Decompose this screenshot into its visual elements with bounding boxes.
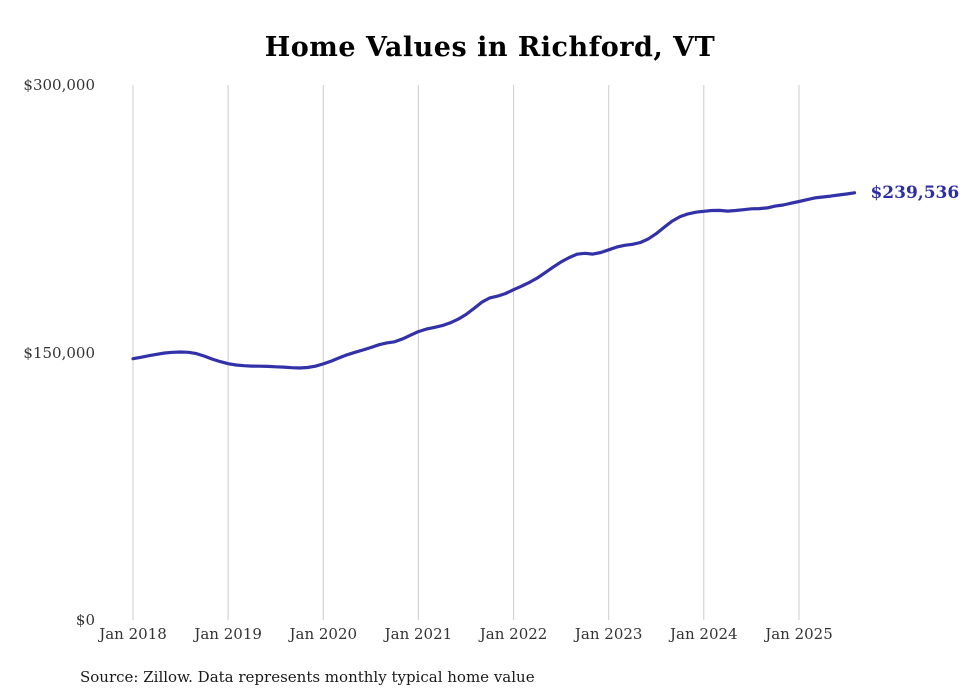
- chart-title: Home Values in Richford, VT: [264, 32, 716, 63]
- x-axis-tick-label: Jan 2018: [99, 625, 167, 643]
- x-axis-tick-label: Jan 2024: [670, 625, 738, 643]
- source-note: Source: Zillow. Data represents monthly …: [80, 668, 535, 686]
- x-axis-tick-label: Jan 2022: [479, 625, 548, 643]
- x-axis-tick-label: Jan 2019: [194, 625, 262, 643]
- x-axis-tick-label: Jan 2020: [289, 625, 358, 643]
- x-axis-tick-label: Jan 2021: [384, 625, 453, 643]
- y-axis-tick-label: $150,000: [23, 343, 95, 362]
- current-value-label: $239,536: [870, 182, 960, 203]
- y-axis-tick-label: $300,000: [23, 76, 95, 94]
- x-axis-tick-label: Jan 2025: [765, 625, 833, 643]
- x-axis-tick-label: Jan 2023: [574, 625, 643, 643]
- y-axis-tick-label: $0: [75, 611, 95, 629]
- home-value-series: [131, 191, 857, 370]
